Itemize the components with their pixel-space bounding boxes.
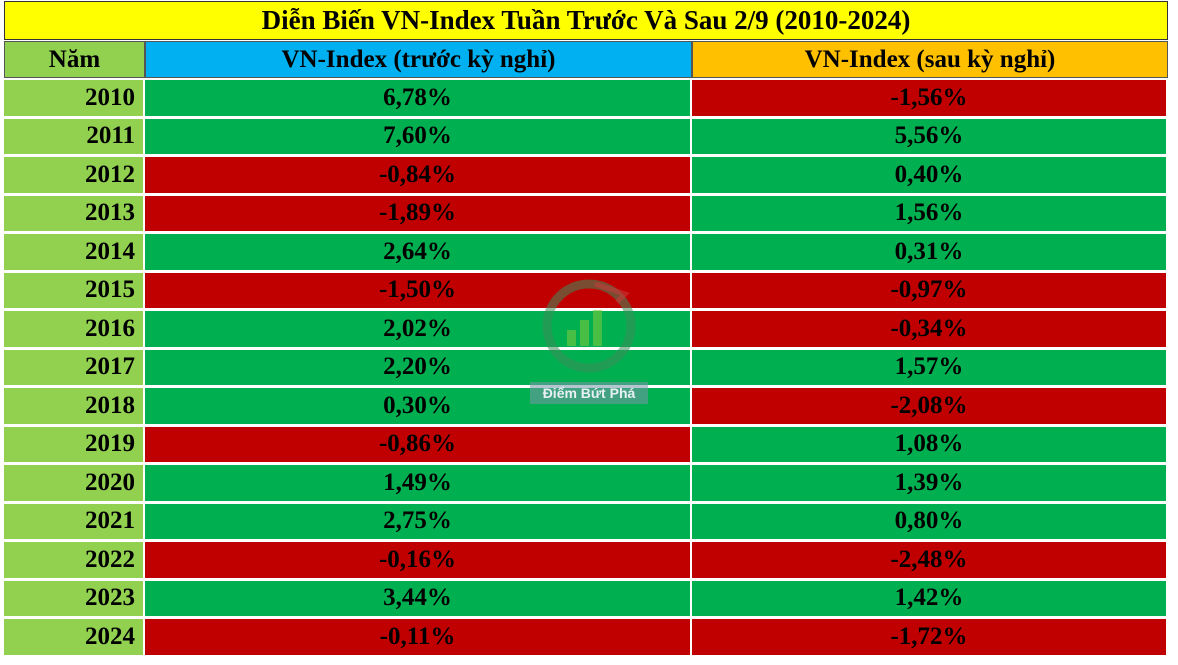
value-cell: 1,42% <box>692 580 1166 616</box>
value-cell: -2,08% <box>692 388 1166 424</box>
year-cell: 2018 <box>4 388 143 424</box>
value-cell: 7,60% <box>145 118 690 154</box>
year-cell: 2021 <box>4 503 143 539</box>
value-cell: 1,57% <box>692 349 1166 385</box>
value-cell: 0,80% <box>692 503 1166 539</box>
value-cell: -2,48% <box>692 542 1166 578</box>
year-cell: 2020 <box>4 465 143 501</box>
year-cell: 2013 <box>4 195 143 231</box>
value-cell: 1,49% <box>145 465 690 501</box>
value-cell: 2,64% <box>145 234 690 270</box>
value-cell: 1,08% <box>692 426 1166 462</box>
watermark-text: Điểm Bứt Phá <box>530 382 648 404</box>
value-cell: 1,56% <box>692 195 1166 231</box>
value-cell: 3,44% <box>145 580 690 616</box>
value-cell: -1,50% <box>145 272 690 308</box>
value-cell: 0,31% <box>692 234 1166 270</box>
header-cell: VN-Index (trước kỳ nghỉ) <box>145 41 692 78</box>
header-cell: Năm <box>4 41 145 78</box>
value-cell: -0,97% <box>692 272 1166 308</box>
value-cell: -1,72% <box>692 619 1166 655</box>
year-cell: 2019 <box>4 426 143 462</box>
year-cell: 2017 <box>4 349 143 385</box>
value-cell: -1,56% <box>692 80 1166 116</box>
value-cell: -0,34% <box>692 311 1166 347</box>
year-cell: 2023 <box>4 580 143 616</box>
value-cell: 1,39% <box>692 465 1166 501</box>
year-cell: 2015 <box>4 272 143 308</box>
value-cell: 5,56% <box>692 118 1166 154</box>
value-cell: 0,40% <box>692 157 1166 193</box>
year-cell: 2011 <box>4 118 143 154</box>
value-cell: 2,75% <box>145 503 690 539</box>
header-cell: VN-Index (sau kỳ nghỉ) <box>692 41 1168 78</box>
year-cell: 2024 <box>4 619 143 655</box>
value-cell: 6,78% <box>145 80 690 116</box>
value-cell: 2,02% <box>145 311 690 347</box>
year-cell: 2016 <box>4 311 143 347</box>
year-cell: 2014 <box>4 234 143 270</box>
value-cell: -0,86% <box>145 426 690 462</box>
value-cell: 2,20% <box>145 349 690 385</box>
table-title: Diễn Biến VN-Index Tuần Trước Và Sau 2/9… <box>4 1 1168 40</box>
year-cell: 2022 <box>4 542 143 578</box>
value-cell: -0,11% <box>145 619 690 655</box>
year-cell: 2012 <box>4 157 143 193</box>
value-cell: -0,84% <box>145 157 690 193</box>
year-cell: 2010 <box>4 80 143 116</box>
value-cell: -1,89% <box>145 195 690 231</box>
value-cell: -0,16% <box>145 542 690 578</box>
